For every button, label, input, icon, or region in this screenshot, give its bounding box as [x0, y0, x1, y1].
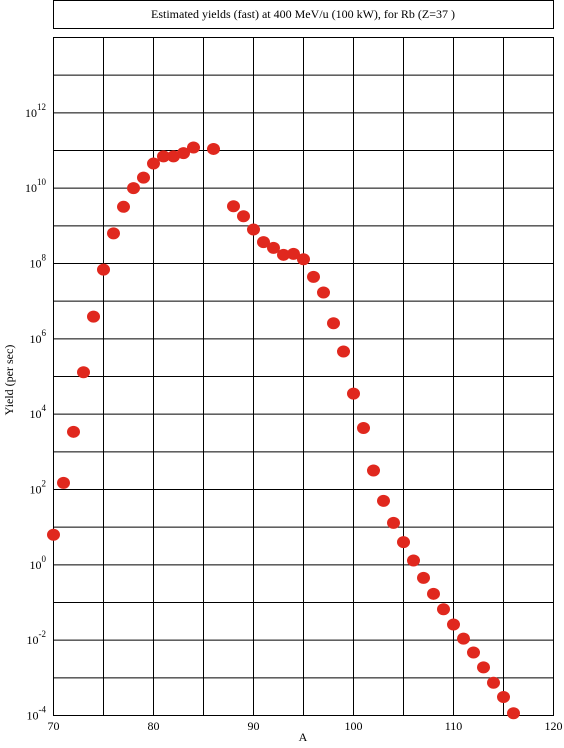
y-tick-base: 10 [30, 332, 42, 346]
data-point [447, 618, 460, 631]
y-tick-base: 10 [30, 407, 42, 421]
data-point [327, 317, 340, 330]
data-point [307, 270, 320, 283]
data-point [127, 182, 140, 195]
x-tick-label: 80 [148, 719, 160, 733]
data-point [387, 516, 400, 529]
y-tick-base: 10 [25, 181, 37, 195]
data-point [497, 690, 510, 703]
y-tick-exponent: 10 [37, 177, 47, 187]
y-tick-label: 100 [30, 554, 47, 572]
data-point [457, 632, 470, 645]
data-point [177, 147, 190, 160]
data-point [317, 286, 330, 299]
data-point [77, 366, 90, 379]
data-point [397, 536, 410, 549]
y-tick-label: 104 [30, 403, 47, 421]
data-point [287, 247, 300, 260]
y-tick-base: 10 [25, 106, 37, 120]
data-point [117, 200, 130, 213]
y-tick-label: 108 [30, 253, 47, 271]
y-tick-label: 10-4 [27, 705, 47, 723]
data-point [67, 425, 80, 438]
y-tick-label: 106 [30, 328, 47, 346]
data-point [467, 646, 480, 659]
data-point [417, 571, 430, 584]
data-point [227, 200, 240, 213]
y-tick-exponent: 6 [42, 328, 47, 338]
y-tick-base: 10 [30, 257, 42, 271]
data-point [267, 241, 280, 254]
y-axis-label: Yield (per sec) [2, 345, 16, 416]
data-point [147, 157, 160, 170]
data-point [207, 142, 220, 155]
x-tick-label: 120 [545, 719, 563, 733]
data-point [477, 661, 490, 674]
data-point [347, 387, 360, 400]
data-point [137, 171, 150, 184]
y-tick-exponent: 0 [42, 554, 47, 564]
data-point [247, 223, 260, 236]
y-tick-exponent: -2 [39, 629, 47, 639]
data-point [427, 587, 440, 600]
x-tick-label: 110 [445, 719, 463, 733]
x-tick-label: 100 [345, 719, 363, 733]
y-tick-exponent: 2 [42, 479, 47, 489]
y-tick-exponent: -4 [39, 705, 47, 715]
data-point [87, 310, 100, 323]
y-tick-label: 1010 [25, 177, 47, 195]
data-point [237, 210, 250, 223]
y-tick-label: 102 [30, 479, 47, 497]
data-point [57, 476, 70, 489]
y-tick-base: 10 [27, 709, 39, 723]
data-point [107, 227, 120, 240]
data-point [487, 676, 500, 689]
x-tick-label: 70 [48, 719, 60, 733]
y-tick-label: 1012 [25, 102, 46, 120]
data-point [257, 236, 270, 249]
data-point [157, 150, 170, 163]
y-tick-base: 10 [30, 558, 42, 572]
data-point [277, 248, 290, 261]
data-point [97, 263, 110, 276]
y-tick-exponent: 4 [42, 403, 47, 413]
y-tick-exponent: 12 [37, 102, 46, 112]
y-tick-base: 10 [27, 633, 39, 647]
x-axis-label: A [299, 730, 308, 744]
data-point [297, 253, 310, 266]
chart-title: Estimated yields (fast) at 400 MeV/u (10… [151, 7, 455, 21]
data-point [407, 554, 420, 567]
data-point [167, 150, 180, 163]
data-point [337, 345, 350, 358]
y-tick-label: 10-2 [27, 629, 47, 647]
y-tick-exponent: 8 [42, 253, 47, 263]
x-tick-label: 90 [248, 719, 260, 733]
y-tick-base: 10 [30, 483, 42, 497]
data-point [367, 464, 380, 477]
data-point [437, 603, 450, 616]
data-point [47, 528, 60, 541]
data-point [377, 494, 390, 507]
data-point [187, 141, 200, 154]
data-point [357, 421, 370, 434]
data-point [507, 707, 520, 720]
title-box [53, 0, 554, 29]
